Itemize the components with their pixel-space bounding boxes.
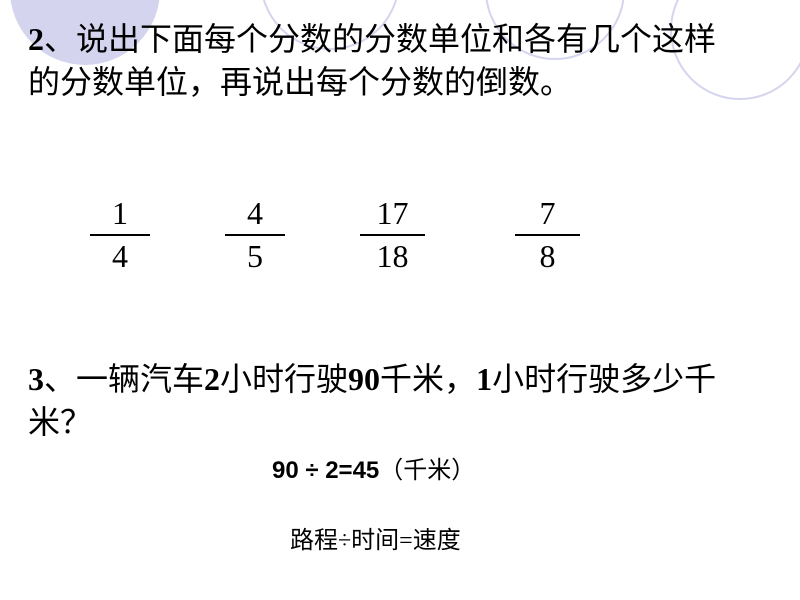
question-3-val-1: 1 xyxy=(476,361,492,397)
question-3-val-90: 90 xyxy=(348,361,380,397)
question-2-sep: 、 xyxy=(44,21,76,57)
question-2: 2、说出下面每个分数的分数单位和各有几个这样的分数单位，再说出每个分数的倒数。 xyxy=(28,18,748,104)
fraction-1-numerator: 1 xyxy=(90,195,150,232)
question-2-number: 2 xyxy=(28,21,44,57)
fraction-4-line xyxy=(515,234,580,236)
fraction-4-numerator: 7 xyxy=(515,195,580,232)
fraction-2-line xyxy=(225,234,285,236)
question-3-text-a: 一辆汽车 xyxy=(76,361,204,397)
fractions-row: 1 4 4 5 17 18 7 8 xyxy=(70,195,670,305)
fraction-1: 1 4 xyxy=(90,195,150,275)
question-2-text: 说出下面每个分数的分数单位和各有几个这样的分数单位，再说出每个分数的倒数。 xyxy=(28,21,716,100)
equation-lhs: 90 ÷ 2=45 xyxy=(272,457,379,484)
fraction-4: 7 8 xyxy=(515,195,580,275)
fraction-2: 4 5 xyxy=(225,195,285,275)
fraction-2-denominator: 5 xyxy=(225,238,285,275)
equation-answer: 90 ÷ 2=45（千米） xyxy=(272,450,475,485)
fraction-3-line xyxy=(360,234,425,236)
equation-unit: （千米） xyxy=(379,457,475,484)
fraction-3-denominator: 18 xyxy=(360,238,425,275)
fraction-1-line xyxy=(90,234,150,236)
question-3-sep: 、 xyxy=(44,361,76,397)
fraction-2-numerator: 4 xyxy=(225,195,285,232)
formula-text: 路程÷时间=速度 xyxy=(290,520,461,555)
question-3-number: 3 xyxy=(28,361,44,397)
fraction-3-numerator: 17 xyxy=(360,195,425,232)
question-3-text-c: 千米， xyxy=(380,361,476,397)
fraction-4-denominator: 8 xyxy=(515,238,580,275)
question-3: 3、一辆汽车2小时行驶90千米，1小时行驶多少千米？ xyxy=(28,358,748,444)
fraction-1-denominator: 4 xyxy=(90,238,150,275)
fraction-3: 17 18 xyxy=(360,195,425,275)
question-3-text-b: 小时行驶 xyxy=(220,361,348,397)
question-3-val-2: 2 xyxy=(204,361,220,397)
